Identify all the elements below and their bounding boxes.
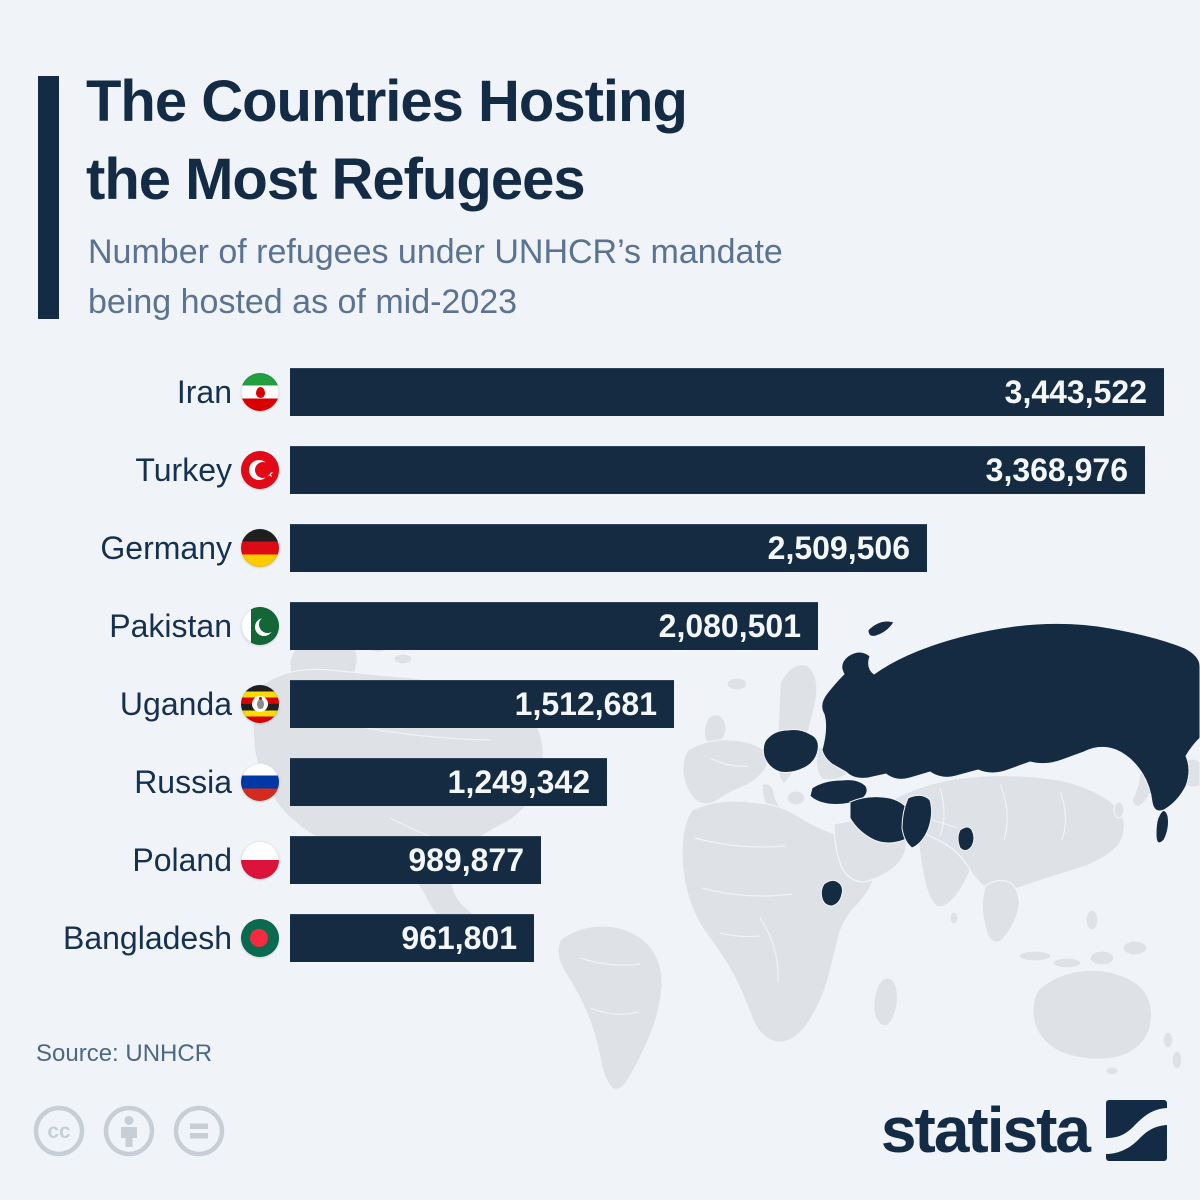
title-line-1: The Countries Hosting xyxy=(86,69,688,134)
map-new-zealand-south xyxy=(1171,1050,1183,1070)
map-bangladesh-highlight xyxy=(957,826,975,852)
map-greece xyxy=(786,790,806,806)
map-new-zealand-north xyxy=(1162,1031,1174,1049)
bar: 1,249,342 xyxy=(290,758,607,806)
chart-row: Turkey 3,368,976 xyxy=(0,446,1200,494)
bar-value-label: 3,368,976 xyxy=(985,452,1128,488)
map-sumatra xyxy=(1018,950,1052,962)
bar-value-label: 961,801 xyxy=(401,920,517,956)
map-germany-poland-highlight xyxy=(762,729,819,773)
map-turkey-highlight xyxy=(809,779,868,805)
bar: 1,512,681 xyxy=(290,680,674,728)
chart-row: Bangladesh 961,801 xyxy=(0,914,1200,962)
map-new-guinea xyxy=(1122,940,1148,956)
page-subtitle: Number of refugees under UNHCR’s mandate… xyxy=(88,227,783,327)
country-label: Turkey xyxy=(135,451,232,488)
turkey-flag-icon xyxy=(241,451,279,489)
svg-text:cc: cc xyxy=(47,1120,71,1143)
map-madagascar xyxy=(872,977,899,1027)
bar-value-label: 1,249,342 xyxy=(447,764,590,800)
country-label: Germany xyxy=(100,529,232,566)
map-uganda-highlight xyxy=(820,879,843,907)
bar-chart: Iran 3,443,522 Turkey 3,368,976 Germany … xyxy=(0,368,1200,992)
statista-wordmark: statista xyxy=(880,1094,1091,1166)
bar-value-label: 989,877 xyxy=(408,842,524,878)
bangladesh-flag-icon xyxy=(241,919,279,957)
germany-flag-icon xyxy=(241,529,279,567)
bar: 2,509,506 xyxy=(290,524,927,572)
chart-row: Germany 2,509,506 xyxy=(0,524,1200,572)
map-pakistan-highlight xyxy=(901,794,933,849)
statista-logo: statista xyxy=(881,1098,1167,1162)
chart-row: Uganda 1,512,681 xyxy=(0,680,1200,728)
bar: 961,801 xyxy=(290,914,534,962)
map-sakhalin-highlight xyxy=(1155,810,1169,844)
chart-row: Iran 3,443,522 xyxy=(0,368,1200,416)
page-title: The Countries Hosting the Most Refugees xyxy=(86,63,688,219)
bar-value-label: 2,509,506 xyxy=(767,530,910,566)
statista-logo-mark xyxy=(1106,1099,1167,1161)
map-sri-lanka xyxy=(949,911,959,925)
title-accent-bar xyxy=(38,76,59,319)
bar: 2,080,501 xyxy=(290,602,818,650)
bar: 3,368,976 xyxy=(290,446,1145,494)
russia-flag-icon xyxy=(241,763,279,801)
map-australia xyxy=(1032,969,1153,1060)
uganda-flag-icon xyxy=(241,685,279,723)
map-africa xyxy=(681,800,877,1043)
country-label: Poland xyxy=(132,841,232,878)
map-south-america xyxy=(557,925,663,1091)
attribution-person-icon xyxy=(103,1105,155,1157)
country-label: Bangladesh xyxy=(62,919,232,956)
bar-value-label: 2,080,501 xyxy=(658,608,801,644)
chart-row: Pakistan 2,080,501 xyxy=(0,602,1200,650)
map-western-europe xyxy=(682,739,769,805)
map-arctic-island-2 xyxy=(393,653,413,665)
subtitle-line-1: Number of refugees under UNHCR’s mandate xyxy=(88,233,783,271)
map-indochina xyxy=(981,879,1020,943)
iran-flag-icon xyxy=(241,373,279,411)
country-label: Pakistan xyxy=(109,607,232,644)
map-central-asia xyxy=(887,774,1126,892)
cc-icon: cc xyxy=(33,1105,85,1157)
country-label: Iran xyxy=(176,373,232,410)
map-borneo xyxy=(1089,950,1115,966)
bar-value-label: 3,443,522 xyxy=(1004,374,1147,410)
country-label: Uganda xyxy=(119,685,232,722)
bar: 3,443,522 xyxy=(290,368,1164,416)
poland-flag-icon xyxy=(241,841,279,879)
title-line-2: the Most Refugees xyxy=(86,147,586,212)
chart-row: Russia 1,249,342 xyxy=(0,758,1200,806)
country-label: Russia xyxy=(134,763,232,800)
license-icons: cc xyxy=(32,1104,226,1158)
map-novaya-zemlya-highlight xyxy=(867,620,895,637)
map-korea xyxy=(1113,801,1125,819)
map-iceland xyxy=(726,677,748,691)
bar-value-label: 1,512,681 xyxy=(514,686,657,722)
map-tasmania xyxy=(1105,1066,1119,1076)
map-java xyxy=(1052,957,1082,969)
subtitle-line-2: being hosted as of mid-2023 xyxy=(88,283,518,321)
chart-row: Poland 989,877 xyxy=(0,836,1200,884)
bar: 989,877 xyxy=(290,836,541,884)
equals-icon xyxy=(173,1105,225,1157)
source-label: Source: UNHCR xyxy=(36,1040,213,1067)
map-philippines xyxy=(1085,909,1099,931)
map-russia-highlight xyxy=(821,622,1200,812)
pakistan-flag-icon xyxy=(241,607,279,645)
